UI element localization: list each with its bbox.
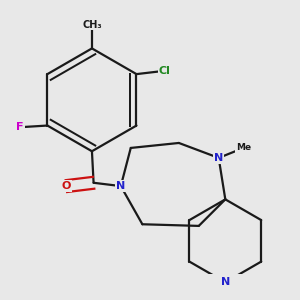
Text: N: N	[116, 181, 125, 191]
Text: Me: Me	[236, 143, 251, 152]
Text: Cl: Cl	[159, 66, 171, 76]
Text: N: N	[221, 277, 230, 287]
Text: N: N	[116, 181, 125, 191]
Text: F: F	[16, 122, 24, 132]
Text: O: O	[62, 181, 71, 191]
Text: CH₃: CH₃	[82, 20, 102, 29]
Text: N: N	[214, 153, 223, 163]
